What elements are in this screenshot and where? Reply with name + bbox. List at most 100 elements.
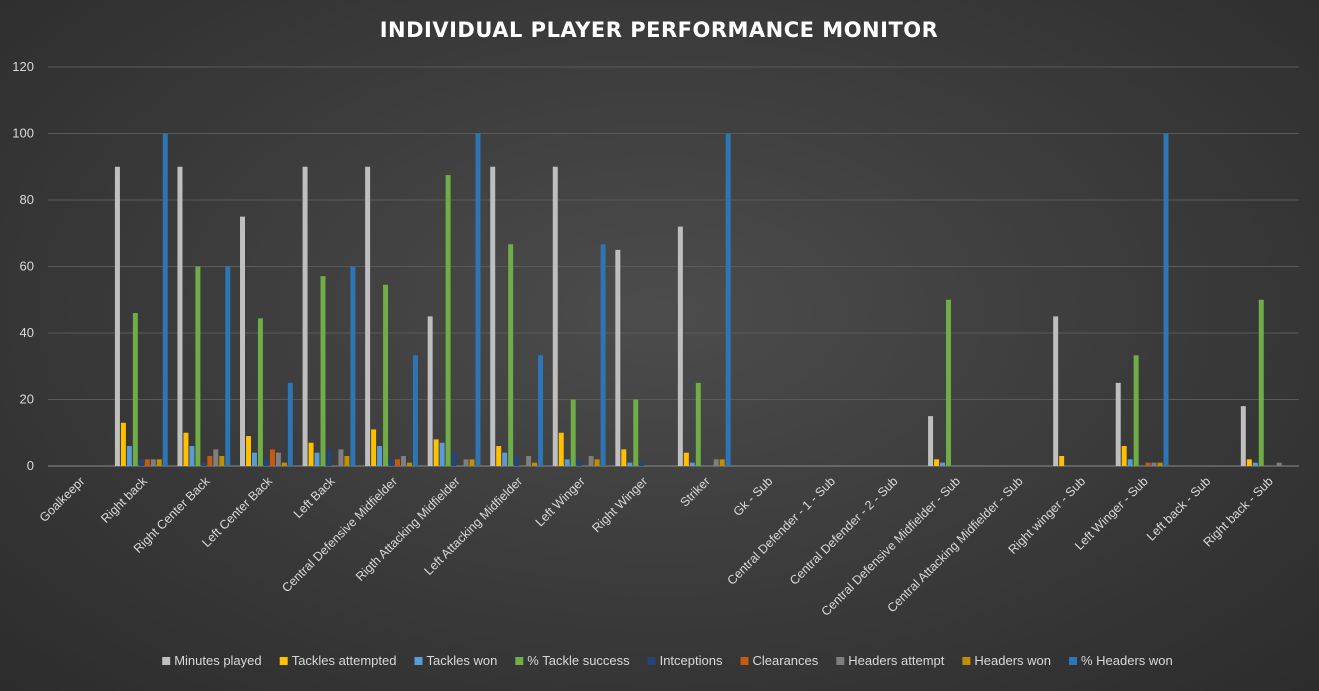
bar-tackle-success xyxy=(946,299,951,466)
legend-label: Headers won xyxy=(974,653,1051,668)
bar-headers-won xyxy=(344,456,350,466)
bar-tackles-won xyxy=(689,462,695,466)
bar-tackle-success xyxy=(1258,299,1264,466)
legend-label: % Headers won xyxy=(1081,653,1173,668)
bar-intceptions xyxy=(451,452,457,466)
bar-tackle-success xyxy=(132,313,138,466)
bar-headers-won xyxy=(469,459,475,466)
bar-tackles-won xyxy=(1252,462,1258,466)
bar-tackles-attempted xyxy=(1059,456,1065,466)
bar-tackles-attempted xyxy=(183,432,189,466)
bar-minutes-played xyxy=(365,166,371,466)
bar-tackles-won xyxy=(502,452,508,466)
bar-clearances xyxy=(1145,462,1151,466)
gridlines xyxy=(48,66,1299,467)
bar-headers-won xyxy=(719,459,725,466)
x-category-label: Central Defender - 1 - Sub xyxy=(724,474,838,588)
bar-minutes-played xyxy=(1053,316,1059,467)
bar-tackle-success xyxy=(445,175,451,466)
bar-headers-won xyxy=(725,133,731,466)
legend-item: % Tackle success xyxy=(515,653,630,668)
bar-minutes-played xyxy=(490,166,496,466)
bar-intceptions xyxy=(326,449,332,467)
legend-item: Clearances xyxy=(740,653,819,668)
bar-tackles-won xyxy=(940,462,946,466)
bar-headers-won xyxy=(287,382,293,467)
bar-minutes-played xyxy=(302,166,308,466)
legend-swatch xyxy=(1069,657,1077,665)
bar-intceptions xyxy=(201,462,207,466)
bar-tackle-success xyxy=(508,244,514,466)
bar-headers-won xyxy=(162,133,168,466)
bar-tackles-attempted xyxy=(621,449,627,467)
legend-label: % Tackle success xyxy=(527,653,630,668)
bar-tackles-won xyxy=(1127,459,1133,466)
bar-minutes-played xyxy=(1240,406,1246,466)
bar-intceptions xyxy=(389,459,395,466)
bar-intceptions xyxy=(639,462,645,466)
bar-minutes-played xyxy=(240,216,246,467)
bar-headers-attempt xyxy=(588,456,594,466)
legend-swatch xyxy=(740,657,749,665)
bar-headers-won xyxy=(225,266,231,466)
bar-headers-won xyxy=(412,355,418,466)
x-category-label: Right back xyxy=(98,474,150,526)
bar-tackles-attempted xyxy=(371,429,377,466)
bar-headers-attempt xyxy=(1151,462,1157,466)
bar-headers-won xyxy=(406,462,412,466)
legend-label: Minutes played xyxy=(174,653,261,668)
legend-swatch xyxy=(647,657,656,665)
x-category-label: Central Defender - 2 - Sub xyxy=(787,474,901,588)
bar-tackles-won xyxy=(251,452,257,466)
bar-headers-attempt xyxy=(400,456,406,466)
bar-tackles-attempted xyxy=(934,459,940,466)
x-category-label: Central Defensive Midfielder xyxy=(279,474,400,595)
legend-item: Headers won xyxy=(962,653,1051,668)
bar-minutes-played xyxy=(427,316,433,467)
x-category-label: Left Back xyxy=(291,474,338,521)
bar-headers-attempt xyxy=(1276,462,1282,466)
bar-headers-won xyxy=(1163,133,1169,466)
y-tick-label: 0 xyxy=(27,458,34,473)
bar-tackle-success xyxy=(320,276,326,466)
y-tick-label: 40 xyxy=(20,325,34,340)
bar-tackle-success xyxy=(257,318,263,466)
bar-tackles-attempted xyxy=(1246,459,1252,466)
x-category-label: Central Defensive Midfielder - Sub xyxy=(819,474,964,619)
legend-swatch xyxy=(836,657,845,665)
bar-tackles-won xyxy=(314,452,320,466)
bar-tackle-success xyxy=(1133,355,1139,466)
bar-tackles-attempted xyxy=(1121,446,1127,466)
bar-tackles-won xyxy=(564,459,570,466)
bar-tackles-won xyxy=(126,446,132,466)
bar-minutes-played xyxy=(928,416,934,467)
bar-tackle-success xyxy=(570,399,576,466)
bar-tackles-won xyxy=(439,442,445,466)
bar-clearances xyxy=(144,459,150,466)
bar-minutes-played xyxy=(1115,382,1121,467)
legend-label: Intceptions xyxy=(660,653,723,668)
bar-minutes-played xyxy=(114,166,120,466)
bar-intceptions xyxy=(576,459,582,466)
legend: Minutes played Tackles attempted Tackles w… xyxy=(162,653,1173,668)
legend-swatch xyxy=(962,657,971,665)
x-category-label: Striker xyxy=(677,474,712,509)
legend-swatch xyxy=(515,657,524,665)
bar-tackle-success xyxy=(633,399,639,466)
legend-item: Intceptions xyxy=(647,653,723,668)
legend-item: Tackles attempted xyxy=(279,653,396,668)
bar-tackles-attempted xyxy=(120,422,126,466)
legend-label: Tackles won xyxy=(427,653,498,668)
bar-headers-won xyxy=(600,244,606,466)
x-category-label: Rigth Attacking Midfielder xyxy=(353,474,463,584)
bar-minutes-played xyxy=(177,166,183,466)
bars xyxy=(114,133,1282,467)
bar-headers-won xyxy=(532,462,538,466)
bar-headers-attempt xyxy=(526,456,532,466)
bar-tackles-attempted xyxy=(558,432,564,466)
legend-label: Headers attempt xyxy=(848,653,944,668)
bar-headers-attempt xyxy=(713,459,719,466)
bar-headers-won xyxy=(1157,462,1163,466)
